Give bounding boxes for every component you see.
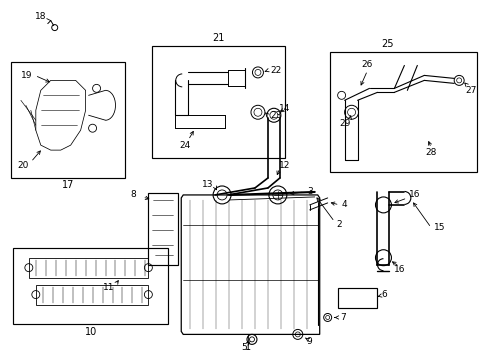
- Text: 5: 5: [241, 343, 246, 352]
- Text: 12: 12: [279, 161, 290, 170]
- Text: 21: 21: [211, 32, 224, 42]
- Text: 19: 19: [21, 71, 33, 80]
- Text: 11: 11: [102, 283, 114, 292]
- Text: 16: 16: [393, 265, 405, 274]
- Text: 2: 2: [336, 220, 342, 229]
- Text: 7: 7: [339, 313, 345, 322]
- Text: 8: 8: [130, 190, 136, 199]
- Text: 29: 29: [338, 119, 349, 128]
- Text: 3: 3: [306, 188, 312, 197]
- Text: 23: 23: [270, 111, 281, 120]
- Text: 28: 28: [425, 148, 436, 157]
- Text: 13: 13: [202, 180, 213, 189]
- Text: 26: 26: [361, 60, 372, 69]
- Text: 14: 14: [279, 104, 290, 113]
- Text: 22: 22: [270, 66, 281, 75]
- Text: 17: 17: [61, 180, 74, 190]
- Text: 6: 6: [381, 290, 386, 299]
- Text: 15: 15: [432, 223, 444, 232]
- Text: 24: 24: [179, 141, 190, 150]
- Text: 9: 9: [306, 337, 312, 346]
- Text: 20: 20: [17, 161, 28, 170]
- Text: 27: 27: [465, 86, 476, 95]
- Text: 25: 25: [381, 39, 393, 49]
- Text: 4: 4: [341, 201, 346, 210]
- Text: 18: 18: [35, 12, 46, 21]
- Text: 10: 10: [84, 327, 97, 337]
- Text: 16: 16: [408, 190, 419, 199]
- Text: 1: 1: [244, 342, 250, 352]
